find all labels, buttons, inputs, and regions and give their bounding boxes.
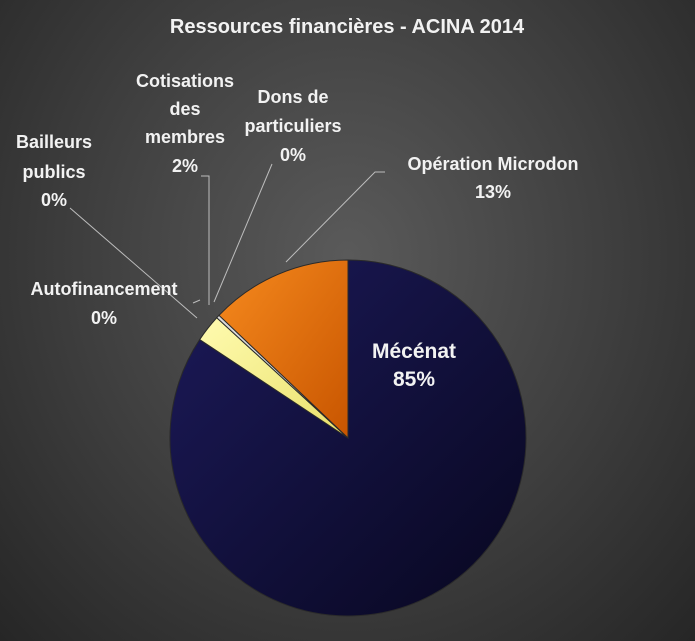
slice-category-label-dons-de-particuliers: particuliers: [244, 116, 341, 136]
slice-labels: Mécénat 85% Autofinancement 0% Bailleurs publ…: [16, 71, 579, 391]
slice-value-label-dons-de-particuliers: 0%: [280, 145, 306, 165]
slice-category-label-autofinancement: Autofinancement: [30, 279, 177, 299]
slice-category-label-bailleurs-publics: publics: [22, 162, 85, 182]
slice-category-label-cotisations-des-membres: membres: [145, 127, 225, 147]
slice-value-label-autofinancement: 0%: [91, 308, 117, 328]
chart-title: Ressources financières - ACINA 2014: [170, 16, 525, 38]
slice-category-label-dons-de-particuliers: Dons de: [257, 87, 328, 107]
pie-slice-operation-microdon: [218, 259, 349, 440]
slice-category-label-cotisations-des-membres: des: [169, 99, 200, 119]
leader-line-bailleurs-publics: [69, 207, 198, 319]
slice-category-label-bailleurs-publics: Bailleurs: [16, 132, 92, 152]
slice-value-label-bailleurs-publics: 0%: [41, 190, 67, 210]
leader-line-autofinancement: [192, 299, 201, 304]
slice-value-label-mecenat: 85%: [393, 368, 435, 391]
slice-category-label-operation-microdon: Opération Microdon: [408, 154, 579, 174]
leader-line-dons-de-particuliers: [213, 163, 273, 303]
leader-line-cotisations-des-membres: [201, 175, 210, 305]
leader-lines: [69, 163, 385, 319]
leader-line-operation-microdon: [285, 171, 385, 263]
slice-category-label-mecenat: Mécénat: [372, 340, 456, 363]
slice-category-label-cotisations-des-membres: Cotisations: [136, 71, 234, 91]
slice-value-label-operation-microdon: 13%: [475, 182, 511, 202]
slice-value-label-cotisations-des-membres: 2%: [172, 156, 198, 176]
pie-slices: [169, 259, 527, 617]
